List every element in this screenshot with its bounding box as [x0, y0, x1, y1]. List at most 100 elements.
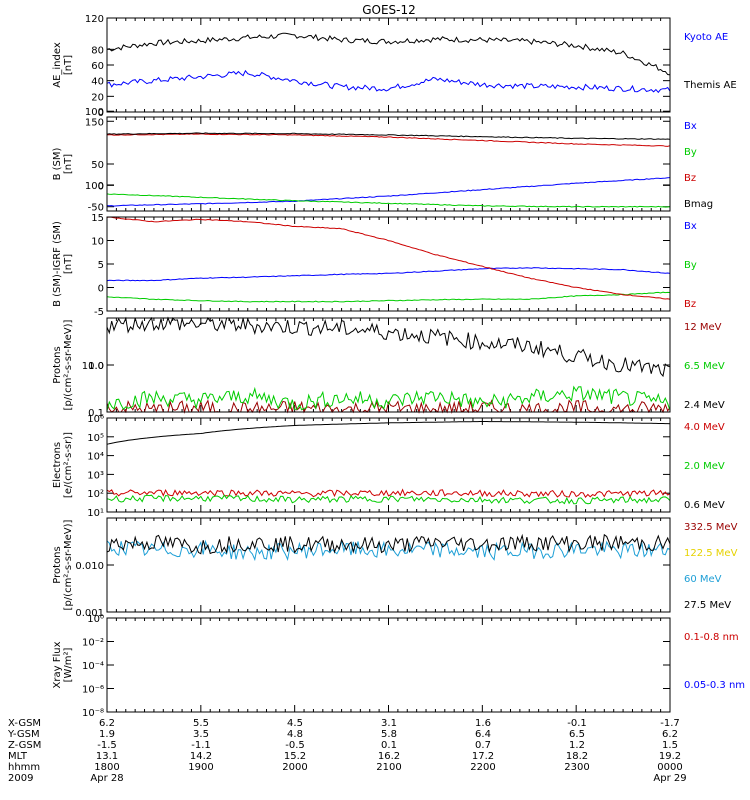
panel-bsm: -50 0 50 100 150 B (SM)[nT] Bx By Bz Bmag	[52, 116, 713, 214]
y-axis-label: Protons[p/(cm²-s-sr-MeV)]	[52, 519, 74, 610]
y-axis-label-line: [W/m²]	[63, 647, 74, 682]
y-axis-label-line: [e/(cm²-s-sr)]	[63, 432, 74, 498]
plot-title: GOES-12	[362, 3, 416, 17]
panel-xray: 10⁻⁸ 10⁻⁶ 10⁻⁴ 10⁻² 10⁰ Xray Flux[W/m²] 0.1-0.…	[52, 614, 745, 719]
ephemeris-value: Apr 28	[90, 773, 123, 784]
legend-xray-0: 0.1-0.8 nm	[684, 632, 739, 643]
y-tick-label: 10⁻⁴	[82, 661, 104, 672]
y-tick-label: 20	[91, 92, 104, 103]
ephemeris-label: Y-GSM	[7, 729, 40, 740]
y-tick-label: 10⁶	[87, 414, 104, 425]
panel-bigrf: -5 0 5 10 15 B (SM)-IGRF (SM)[nT] Bx By Bz	[52, 213, 697, 318]
panel-frame	[106, 617, 671, 713]
legend-bsm-3: Bmag	[684, 199, 713, 210]
y-tick-label: 0	[98, 284, 104, 295]
y-axis-label-line: [p/(cm²-s-sr-MeV)]	[63, 519, 74, 610]
ephemeris-value: 0.1	[381, 740, 397, 751]
legend-bigrf-1: By	[684, 260, 697, 271]
legend-protons_high-0: 12 MeV	[684, 322, 722, 333]
y-tick-label: 0.010	[75, 561, 104, 572]
y-tick-label: 0.1	[88, 408, 104, 419]
y-tick-label: 100	[85, 107, 104, 118]
y-axis-label: AE_index[nT]	[52, 42, 74, 88]
y-tick-label: 0	[98, 108, 104, 119]
legend-ae-1: Themis AE	[683, 80, 737, 91]
ephemeris-value: 19.2	[659, 751, 681, 762]
y-axis-label-line: Protons	[52, 346, 63, 383]
y-axis-label-line: [nT]	[63, 154, 74, 174]
y-axis-label-line: Xray Flux	[52, 641, 63, 688]
ephemeris-value: 1.2	[569, 740, 585, 751]
y-tick-label: 60	[91, 61, 104, 72]
ephemeris-value: 0000	[657, 762, 682, 773]
ephemeris-value: 14.2	[190, 751, 212, 762]
ephemeris-value: 16.2	[378, 751, 400, 762]
ephemeris-value: 0.7	[475, 740, 491, 751]
y-tick-label: 10⁻⁸	[82, 708, 104, 719]
y-axis-label-line: AE_index	[52, 42, 63, 88]
ephemeris-value: 4.8	[287, 729, 303, 740]
ephemeris-value: 1900	[188, 762, 213, 773]
series-line-bsm-2	[106, 133, 671, 147]
legend-protons_low-1: 122.5 MeV	[684, 548, 738, 559]
ephemeris-value: 1.9	[99, 729, 115, 740]
legend-electrons-1: 2.0 MeV	[684, 461, 725, 472]
legend-bigrf-0: Bx	[684, 221, 697, 232]
series-line-ae-1	[106, 69, 671, 94]
ephemeris-value: 15.2	[284, 751, 306, 762]
y-tick-label: 10⁵	[87, 433, 104, 444]
panel-protons_high: 0.1 1.010.0 Protons[p/(cm²-s-sr-MeV)] 12 Me…	[52, 316, 725, 419]
panel-frame	[106, 417, 671, 513]
ephemeris-value: 2300	[564, 762, 589, 773]
y-tick-label: 1.0	[88, 361, 104, 372]
panel-frame	[106, 517, 671, 613]
y-tick-label: 120	[85, 14, 104, 25]
ephemeris-value: -1.5	[97, 740, 117, 751]
legend-xray-1: 0.05-0.3 nm	[684, 680, 745, 691]
legend-protons_low-3: 27.5 MeV	[684, 600, 731, 611]
y-tick-label: 10⁻⁶	[82, 685, 104, 696]
ephemeris-label: Z-GSM	[8, 740, 41, 751]
y-tick-label: 15	[91, 213, 104, 224]
y-axis-label: Electrons[e/(cm²-s-sr)]	[52, 432, 74, 498]
series-line-protons_low-2	[106, 539, 671, 562]
y-tick-label: 10³	[87, 470, 104, 481]
y-axis-label-line: [p/(cm²-s-sr-MeV)]	[63, 319, 74, 410]
series-line-bigrf-2	[106, 216, 671, 300]
ephemeris-value: 6.5	[569, 729, 585, 740]
y-tick-label: 100	[85, 181, 104, 192]
legend-bsm-2: Bz	[684, 173, 696, 184]
ephemeris-value: 6.4	[475, 729, 491, 740]
ephemeris-value: -0.1	[567, 718, 587, 729]
y-tick-label: 10.0	[82, 361, 104, 372]
ephemeris-value: 3.5	[193, 729, 209, 740]
ephemeris-value: 18.2	[566, 751, 588, 762]
y-axis-label: Xray Flux[W/m²]	[52, 641, 74, 688]
y-axis-label-line: [nT]	[63, 254, 74, 274]
y-tick-label: 5	[98, 260, 104, 271]
panel-electrons: 10¹ 10² 10³ 10⁴ 10⁵ 10⁶ Electrons[e/(cm²-s-sr)…	[52, 414, 725, 519]
y-tick-label: 0	[98, 181, 104, 192]
y-tick-label: 0.001	[75, 608, 104, 619]
ephemeris-value: 4.5	[287, 718, 303, 729]
y-axis-label-line: B (SM)-IGRF (SM)	[52, 221, 63, 307]
y-tick-label: 10⁻²	[82, 638, 104, 649]
y-tick-label: 80	[91, 45, 104, 56]
y-axis-label: Protons[p/(cm²-s-sr-MeV)]	[52, 319, 74, 410]
series-line-bigrf-1	[106, 291, 671, 303]
y-axis-label: B (SM)-IGRF (SM)[nT]	[52, 221, 74, 307]
legend-protons_low-2: 60 MeV	[684, 574, 722, 585]
ephemeris-label: hhmm	[8, 762, 40, 773]
series-line-electrons-1	[106, 494, 671, 505]
ephemeris-value: -0.5	[285, 740, 305, 751]
ephemeris-value: 5.8	[381, 729, 397, 740]
legend-protons_low-0: 332.5 MeV	[684, 522, 738, 533]
series-line-bsm-3	[106, 132, 671, 140]
y-axis-label-line: Protons	[52, 546, 63, 583]
ephemeris-value: Apr 29	[653, 773, 686, 784]
ephemeris-value: 1.5	[662, 740, 678, 751]
ephemeris-label: 2009	[8, 773, 33, 784]
series-line-ae-0	[106, 32, 671, 76]
